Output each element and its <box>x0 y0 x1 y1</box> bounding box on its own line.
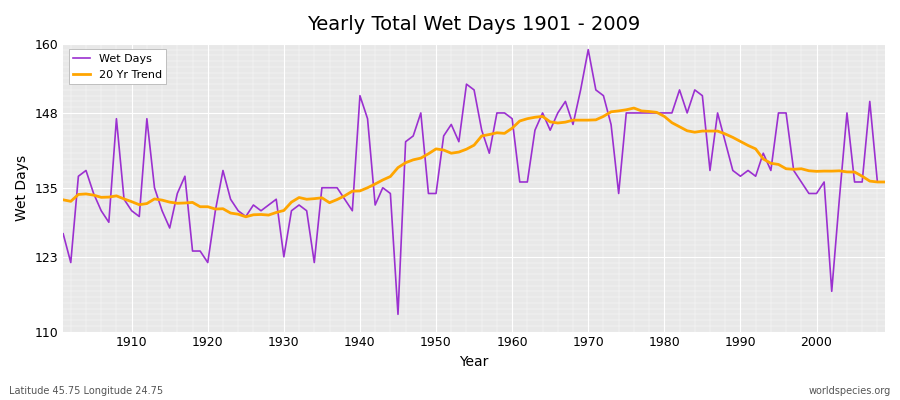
Line: 20 Yr Trend: 20 Yr Trend <box>63 108 885 217</box>
Wet Days <box>613 191 624 196</box>
20 Yr Trend <box>507 126 517 130</box>
20 Yr Trend <box>628 106 639 110</box>
Legend: Wet Days, 20 Yr Trend: Wet Days, 20 Yr Trend <box>68 50 166 84</box>
Y-axis label: Wet Days: Wet Days <box>15 155 29 221</box>
20 Yr Trend <box>119 196 130 201</box>
20 Yr Trend <box>514 118 525 123</box>
Line: Wet Days: Wet Days <box>63 50 885 314</box>
Wet Days <box>514 180 525 184</box>
Text: worldspecies.org: worldspecies.org <box>809 386 891 396</box>
Wet Days <box>583 47 594 52</box>
20 Yr Trend <box>58 198 68 202</box>
Wet Days <box>392 312 403 317</box>
20 Yr Trend <box>879 180 890 184</box>
Wet Days <box>879 180 890 184</box>
20 Yr Trend <box>606 109 616 114</box>
Wet Days <box>507 116 517 121</box>
Wet Days <box>332 185 343 190</box>
X-axis label: Year: Year <box>459 355 489 369</box>
Text: Latitude 45.75 Longitude 24.75: Latitude 45.75 Longitude 24.75 <box>9 386 163 396</box>
Wet Days <box>119 197 130 202</box>
Wet Days <box>58 231 68 236</box>
20 Yr Trend <box>339 193 350 198</box>
Wet Days <box>286 208 297 213</box>
20 Yr Trend <box>293 195 304 200</box>
20 Yr Trend <box>240 214 251 219</box>
Title: Yearly Total Wet Days 1901 - 2009: Yearly Total Wet Days 1901 - 2009 <box>308 15 641 34</box>
